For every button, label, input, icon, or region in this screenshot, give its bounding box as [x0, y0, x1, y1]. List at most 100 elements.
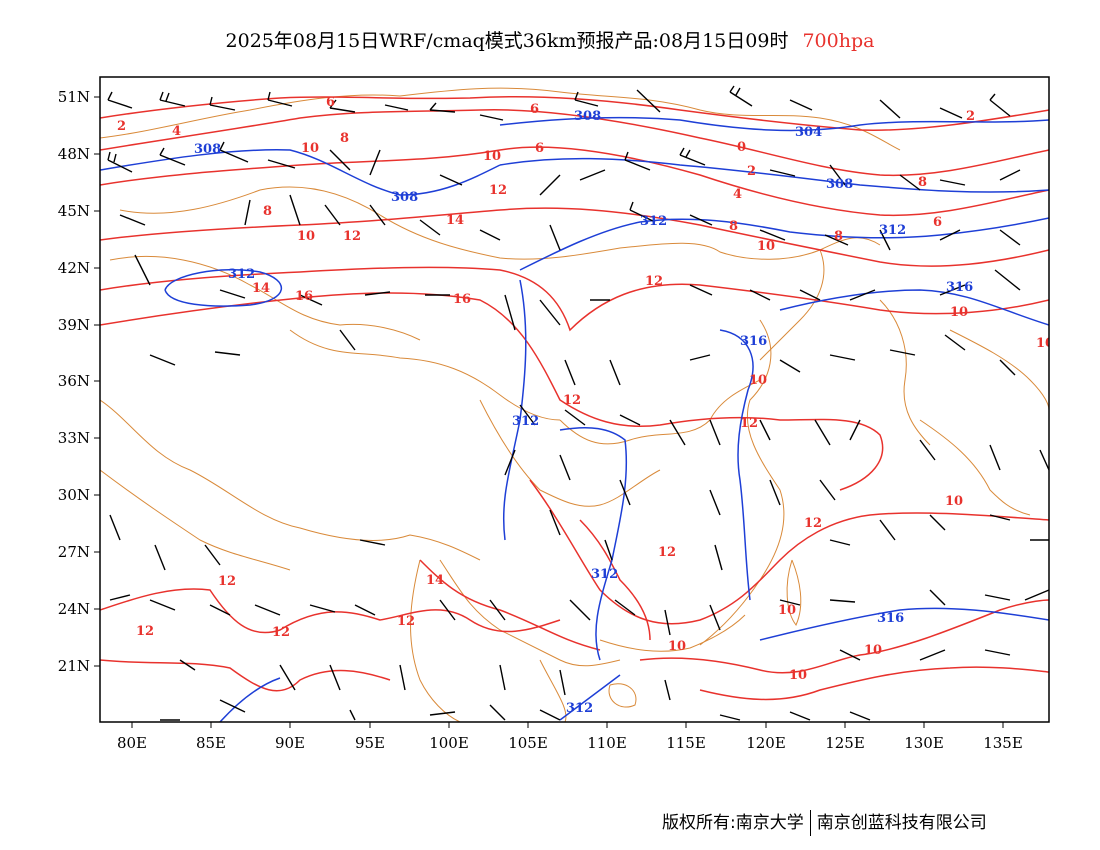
wind-barb	[889, 349, 916, 356]
wind-barb	[689, 354, 711, 361]
wind-barb	[779, 599, 801, 606]
temp-label: 12	[218, 574, 236, 589]
wind-barb	[749, 289, 771, 301]
boundary-tibet-south	[100, 399, 481, 561]
height-label-group: 308 308 308 304 308 312 312 312 316 316 …	[194, 109, 973, 716]
boundary-india	[100, 469, 291, 571]
wind-barb	[569, 599, 591, 621]
height-contour	[559, 426, 628, 661]
boundary-hainan	[608, 683, 637, 708]
wind-barb	[719, 714, 741, 721]
wind-barb	[999, 229, 1021, 246]
pressure-level: 700hpa	[802, 30, 875, 52]
wind-barb	[107, 91, 133, 109]
wind-barb	[769, 169, 796, 177]
temp-label: 12	[658, 545, 676, 560]
height-contour	[499, 116, 1049, 132]
wind-barb	[219, 699, 246, 713]
wind-barb	[939, 284, 966, 296]
company-text: 南京创蓝科技有限公司	[816, 813, 987, 833]
lon-label: 90E	[275, 734, 305, 752]
wind-barb	[714, 544, 723, 571]
wind-barb	[149, 354, 176, 366]
wind-barb	[944, 334, 966, 351]
wind-barb	[636, 89, 661, 113]
temp-label: 12	[645, 274, 663, 289]
wind-barb	[244, 199, 251, 226]
temp-contour	[699, 666, 1049, 701]
temp-label: 6	[535, 141, 544, 156]
wind-barb	[539, 174, 561, 196]
wind-barb	[419, 219, 441, 236]
wind-barb	[219, 141, 249, 163]
temp-label: 6	[326, 95, 335, 110]
lat-label: 45N	[58, 202, 90, 220]
wind-barb	[119, 214, 146, 226]
wind-barb	[984, 594, 1011, 601]
boundary-vietnam	[539, 659, 567, 722]
temp-label: 10	[301, 141, 319, 156]
wind-barb	[134, 254, 151, 286]
temp-label: 10	[757, 239, 775, 254]
wind-barb	[814, 419, 831, 446]
lon-label: 95E	[355, 734, 385, 752]
temp-contour	[100, 266, 1049, 332]
temp-label: 8	[834, 229, 843, 244]
wind-barb	[149, 599, 176, 611]
boundary-korea	[879, 299, 931, 446]
height-label: 304	[795, 125, 822, 140]
height-contour	[502, 279, 527, 541]
temp-label: 6	[530, 102, 539, 117]
wind-barb	[214, 351, 241, 356]
wind-barb	[339, 329, 356, 351]
wind-barb	[107, 151, 133, 173]
temp-label: 2	[966, 109, 975, 124]
wind-barb	[789, 711, 811, 721]
wind-barb	[829, 164, 846, 186]
lat-label: 42N	[58, 259, 90, 277]
lon-label: 100E	[429, 734, 469, 752]
wind-barb	[519, 404, 536, 426]
wind-barb	[769, 479, 781, 506]
wind-barb	[709, 419, 721, 446]
height-contour	[219, 677, 281, 722]
wind-barb	[989, 444, 1001, 471]
lat-label: 27N	[58, 543, 90, 561]
wind-barb	[709, 604, 721, 631]
wind-barb	[384, 104, 409, 111]
wind-barb	[559, 669, 566, 696]
wind-barb	[549, 509, 561, 536]
wind-barb	[574, 91, 599, 107]
wind-barb	[819, 479, 836, 501]
boundary-xinjiang	[109, 255, 421, 341]
boundary-northeast	[759, 249, 825, 361]
wind-barb	[254, 604, 281, 616]
map-plot-area: 2 4 6 6 8 8 10 10 10 12 12 14 14 16 16 0…	[100, 85, 1049, 722]
wind-barb	[369, 149, 381, 176]
chart-title: 2025年08月15日WRF/cmaq模式36km预报产品:08月15日09时 7…	[0, 26, 1100, 53]
boundary-guangdong	[599, 614, 746, 652]
height-label: 308	[826, 177, 853, 192]
lat-label: 48N	[58, 145, 90, 163]
wind-barb	[709, 489, 721, 516]
wind-barb	[899, 174, 921, 191]
wind-barb	[664, 679, 671, 701]
wind-barb	[219, 289, 246, 299]
height-contour	[519, 217, 1049, 271]
wind-barb	[989, 93, 1011, 117]
wind-barb	[849, 289, 876, 301]
temp-label: 12	[740, 416, 758, 431]
wind-barb	[479, 114, 504, 121]
lon-label: 105E	[508, 734, 548, 752]
lat-label: 33N	[58, 429, 90, 447]
height-label: 308	[391, 190, 418, 205]
lat-label: 36N	[58, 372, 90, 390]
wind-barb	[989, 514, 1011, 521]
temp-label: 12	[563, 393, 581, 408]
height-label: 312	[879, 223, 906, 238]
wind-barb	[204, 544, 221, 566]
wind-barb	[209, 604, 231, 616]
temp-label: 6	[933, 215, 942, 230]
height-label: 312	[512, 414, 539, 429]
wind-barb	[429, 102, 456, 113]
